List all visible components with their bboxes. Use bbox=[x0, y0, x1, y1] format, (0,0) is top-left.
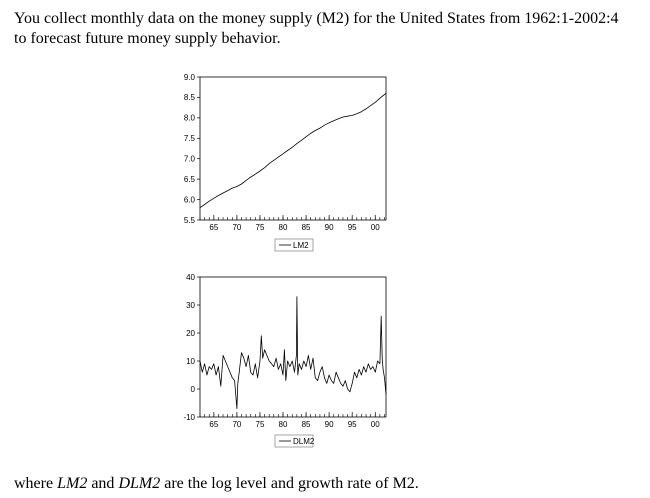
x-tick-label: 95 bbox=[348, 420, 357, 429]
x-tick-label: 65 bbox=[209, 223, 218, 232]
x-tick-label: 90 bbox=[325, 420, 334, 429]
legend-lm2: LM2 bbox=[274, 238, 314, 252]
y-tick-label: -10 bbox=[183, 413, 195, 422]
x-tick-label: 75 bbox=[256, 223, 265, 232]
chart-figure: 5.56.06.57.07.58.08.59.065 70 75 80 85 90 95 00… bbox=[183, 73, 387, 448]
x-tick-label: 65 bbox=[209, 420, 218, 429]
x-tick-label: 95 bbox=[348, 223, 357, 232]
x-tick-label: 75 bbox=[256, 420, 265, 429]
y-tick-label: 7.5 bbox=[184, 134, 196, 143]
series-line-dlm2 bbox=[199, 296, 387, 410]
y-tick-label: 9.0 bbox=[184, 73, 196, 82]
y-tick-label: 40 bbox=[186, 273, 195, 282]
y-tick-label: 6.5 bbox=[184, 175, 196, 184]
x-tick-label: 90 bbox=[325, 223, 334, 232]
x-tick-label: 00 bbox=[371, 223, 380, 232]
outro-var-dlm2: DLM2 bbox=[118, 475, 161, 492]
x-tick-label: 85 bbox=[302, 223, 311, 232]
intro-paragraph: You collect monthly data on the money su… bbox=[14, 10, 619, 47]
x-tick-label: 85 bbox=[302, 420, 311, 429]
legend-box bbox=[274, 434, 314, 448]
plot-frame bbox=[199, 276, 387, 418]
chart-dlm2: -10 0 10 20 30 40 65 70 75 80 85 90 95 00 DLM2 bbox=[183, 273, 387, 448]
y-tick-label: 6.0 bbox=[184, 195, 196, 204]
y-tick-label: 5.5 bbox=[184, 216, 196, 225]
y-tick-label: 8.5 bbox=[184, 93, 196, 102]
chart-lm2: 5.5 6.0 6.5 7.0 7.5 8.0 8.5 9.0 65 70 75 80 85 90 95 00… bbox=[184, 73, 387, 252]
y-tick-label: 8.0 bbox=[184, 114, 196, 123]
legend-label: LM2 bbox=[293, 241, 309, 250]
outro-paragraph: where LM2 and DLM2 are the log level and… bbox=[14, 474, 634, 494]
plot-frame bbox=[199, 76, 387, 221]
y-tick-label: 10 bbox=[186, 357, 195, 366]
x-tick-label: 00 bbox=[371, 420, 380, 429]
y-tick-label: 0 bbox=[191, 385, 196, 394]
x-tick-label: 80 bbox=[279, 420, 288, 429]
outro-prefix: where bbox=[14, 475, 58, 492]
y-tick-label: 7.0 bbox=[184, 155, 196, 164]
legend-label: DLM2 bbox=[293, 437, 315, 446]
legend-box bbox=[274, 238, 314, 252]
x-tick-label: 70 bbox=[232, 223, 241, 232]
x-tick-label: 80 bbox=[279, 223, 288, 232]
series-line-lm2 bbox=[199, 92, 387, 209]
outro-middle: and bbox=[87, 475, 119, 492]
legend-dlm2: DLM2 bbox=[274, 434, 315, 448]
outro-suffix: are the log level and growth rate of M2. bbox=[160, 475, 419, 492]
x-tick-label: 70 bbox=[232, 420, 241, 429]
y-tick-label: 20 bbox=[186, 329, 195, 338]
outro-var-lm2: LM2 bbox=[57, 475, 88, 492]
y-tick-label: 30 bbox=[186, 301, 195, 310]
